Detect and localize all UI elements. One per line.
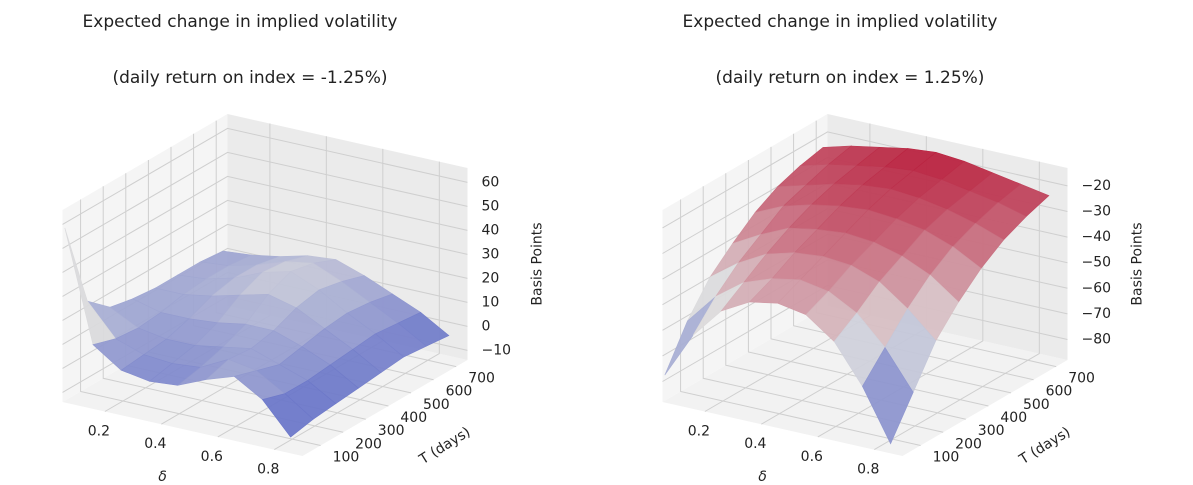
x-tick-label: 0.2 — [88, 424, 110, 440]
y-tick-label: 700 — [468, 371, 495, 387]
grid-line — [274, 161, 440, 451]
chart-title: Expected change in implied volatility — [683, 12, 998, 32]
z-tick-label: 40 — [482, 222, 500, 238]
x-tick-label: 0.8 — [857, 462, 879, 478]
grid-line — [662, 131, 1068, 229]
y-tick-label: 500 — [423, 397, 450, 413]
x-tick-label: 0.4 — [744, 436, 766, 452]
x-axis-label: δ — [758, 469, 767, 485]
chart-panel: Expected change in implied volatility (da… — [62, 12, 546, 485]
grid-line — [62, 175, 468, 273]
y-tick-label: 200 — [355, 436, 382, 452]
z-tick-label: −20 — [1082, 178, 1112, 194]
z-tick-label: −40 — [1082, 229, 1112, 245]
x-axis-label: δ — [158, 469, 167, 485]
y-tick-label: 400 — [1000, 410, 1027, 426]
surface-patch — [862, 346, 914, 445]
chart-subtitle: (daily return on index = 1.25%) — [716, 68, 985, 88]
z-tick-label: −70 — [1082, 306, 1112, 322]
z-tick-label: 0 — [482, 318, 491, 334]
y-axis-label: T (days) — [416, 424, 474, 468]
grid-line — [702, 186, 944, 433]
z-tick-label: 50 — [482, 198, 500, 214]
y-tick-label: 100 — [933, 449, 960, 465]
x-tick-label: 0.6 — [201, 449, 223, 465]
chart-title: Expected change in implied volatility — [83, 12, 398, 32]
grid-line — [62, 151, 468, 249]
y-tick-label: 700 — [1068, 371, 1095, 387]
y-tick-label: 600 — [1046, 384, 1073, 400]
z-tick-label: −80 — [1082, 332, 1112, 348]
surface-patch — [261, 393, 314, 438]
z-tick-label: 30 — [482, 246, 500, 262]
z-tick-label: −30 — [1082, 204, 1112, 220]
x-tick-label: 0.2 — [688, 424, 710, 440]
z-tick-label: 60 — [482, 174, 500, 190]
z-tick-label: 10 — [482, 294, 500, 310]
x-tick-label: 0.6 — [801, 449, 823, 465]
z-tick-label: −10 — [482, 342, 512, 358]
z-tick-label: −50 — [1082, 255, 1112, 271]
grid-line — [62, 199, 468, 297]
y-axis-label: T (days) — [1016, 424, 1074, 468]
chart-panel: Expected change in implied volatility (da… — [662, 12, 1146, 485]
chart-subtitle: (daily return on index = -1.25%) — [112, 68, 387, 88]
grid-line — [62, 223, 468, 321]
y-tick-label: 500 — [1023, 397, 1050, 413]
z-tick-label: −60 — [1082, 280, 1112, 296]
x-tick-label: 0.4 — [144, 436, 166, 452]
z-tick-label: 20 — [482, 270, 500, 286]
y-tick-label: 300 — [978, 423, 1005, 439]
grid-line — [62, 127, 468, 225]
y-tick-label: 100 — [333, 449, 360, 465]
grid-line — [80, 199, 321, 446]
z-axis-label: Basis Points — [530, 222, 546, 305]
y-tick-label: 600 — [446, 384, 473, 400]
y-tick-label: 200 — [955, 436, 982, 452]
grid-line — [102, 186, 344, 433]
grid-line — [874, 161, 1040, 451]
z-axis-label: Basis Points — [1130, 222, 1146, 305]
grid-line — [680, 199, 921, 446]
y-tick-label: 300 — [378, 423, 405, 439]
y-tick-label: 400 — [400, 410, 427, 426]
x-tick-label: 0.8 — [257, 462, 279, 478]
